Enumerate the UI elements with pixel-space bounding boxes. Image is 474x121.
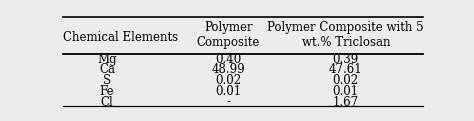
Text: S: S xyxy=(103,74,111,87)
Text: 0.02: 0.02 xyxy=(333,74,359,87)
Text: Fe: Fe xyxy=(100,85,114,98)
Text: 0.40: 0.40 xyxy=(215,53,241,66)
Text: 48.99: 48.99 xyxy=(211,63,245,76)
Text: 0.39: 0.39 xyxy=(333,53,359,66)
Text: -: - xyxy=(226,96,230,109)
Text: Mg: Mg xyxy=(97,53,117,66)
Text: Polymer Composite with 5
wt.% Triclosan: Polymer Composite with 5 wt.% Triclosan xyxy=(267,21,424,49)
Text: 0.02: 0.02 xyxy=(215,74,241,87)
Text: Cl: Cl xyxy=(100,96,113,109)
Text: Ca: Ca xyxy=(99,63,115,76)
Text: Chemical Elements: Chemical Elements xyxy=(63,31,178,44)
Text: 1.67: 1.67 xyxy=(333,96,359,109)
Text: 47.61: 47.61 xyxy=(329,63,363,76)
Text: 0.01: 0.01 xyxy=(215,85,241,98)
Text: Polymer
Composite: Polymer Composite xyxy=(197,21,260,49)
Text: 0.01: 0.01 xyxy=(333,85,359,98)
